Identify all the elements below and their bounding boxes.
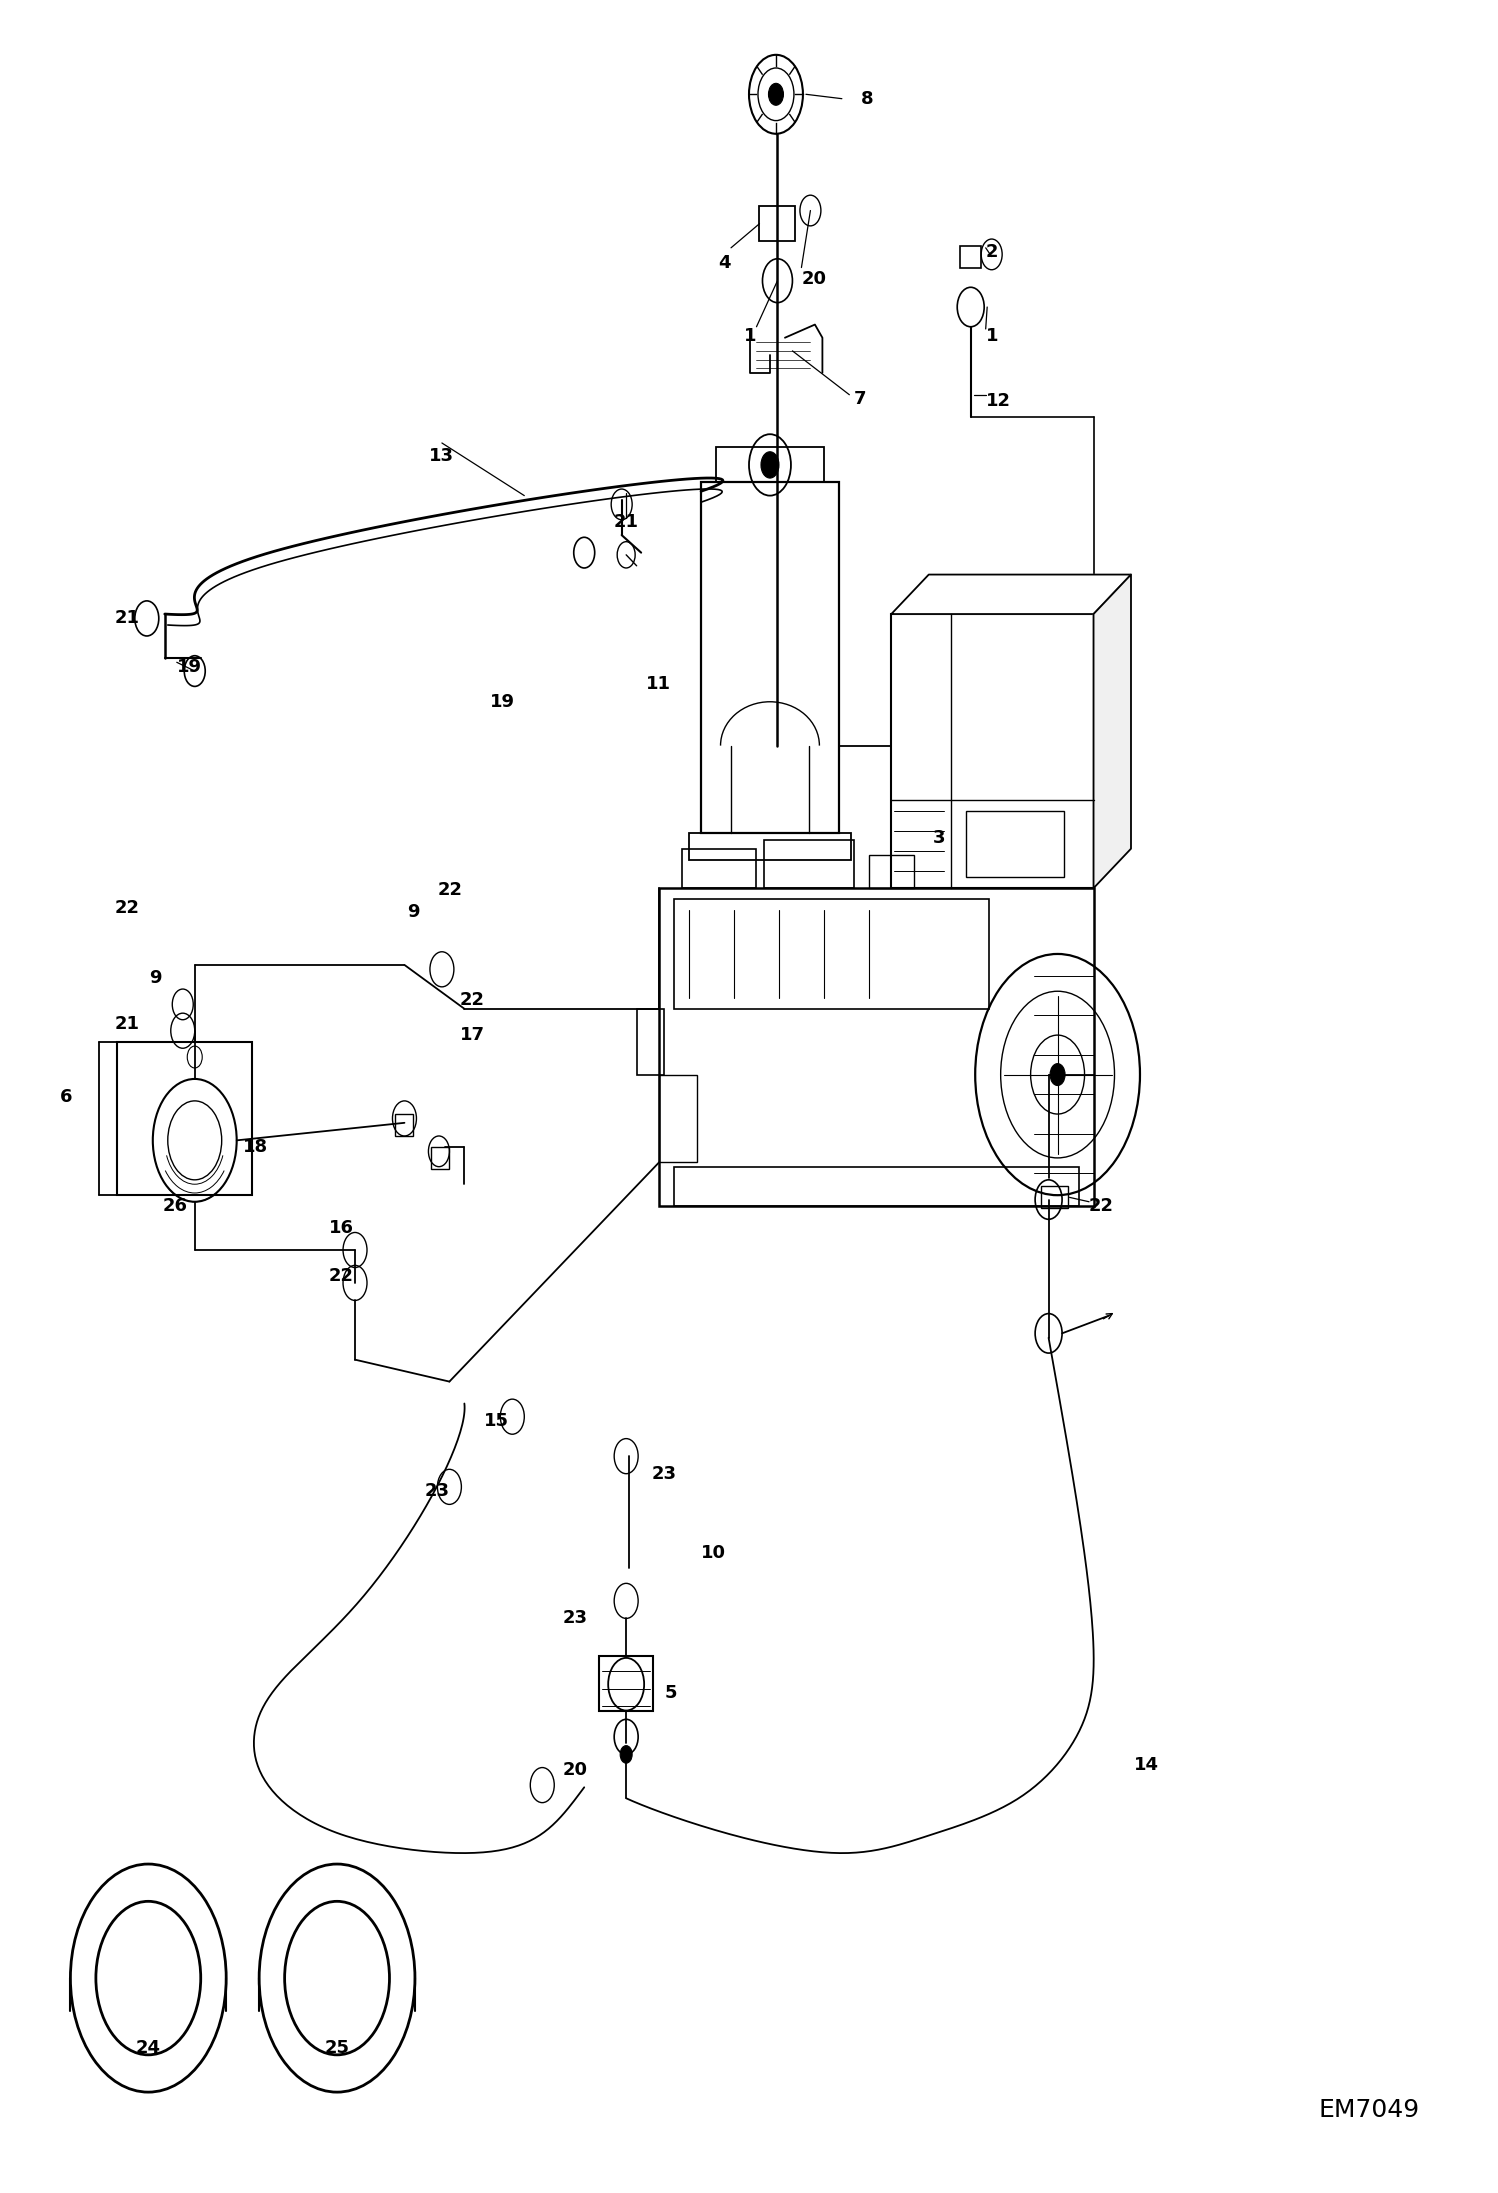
Circle shape <box>768 83 783 105</box>
Bar <box>689 833 851 860</box>
Polygon shape <box>1094 575 1131 888</box>
Bar <box>674 899 989 1009</box>
Bar <box>764 840 854 888</box>
Text: 23: 23 <box>652 1465 677 1482</box>
Bar <box>659 888 1094 1206</box>
Text: EM7049: EM7049 <box>1318 2099 1420 2121</box>
Bar <box>966 811 1064 877</box>
Text: 23: 23 <box>562 1610 587 1627</box>
Text: 14: 14 <box>1134 1757 1159 1774</box>
Polygon shape <box>891 575 1131 614</box>
Text: 1: 1 <box>745 327 756 344</box>
Text: 22: 22 <box>328 1268 354 1285</box>
Text: 9: 9 <box>150 969 162 987</box>
Text: 19: 19 <box>490 693 515 711</box>
Text: 4: 4 <box>719 254 731 272</box>
Text: 8: 8 <box>861 90 873 107</box>
Text: 1: 1 <box>986 327 998 344</box>
Text: 12: 12 <box>986 393 1011 410</box>
Text: 17: 17 <box>460 1026 485 1044</box>
Bar <box>637 1009 664 1075</box>
Text: 22: 22 <box>1089 1197 1115 1215</box>
Bar <box>659 1075 697 1162</box>
Bar <box>599 1656 653 1711</box>
Bar <box>759 206 795 241</box>
Text: 23: 23 <box>424 1482 449 1500</box>
Text: 5: 5 <box>665 1684 677 1702</box>
Bar <box>716 447 824 482</box>
Bar <box>674 1167 1079 1206</box>
Text: 15: 15 <box>484 1412 509 1430</box>
Circle shape <box>620 1746 632 1763</box>
Text: 20: 20 <box>562 1761 587 1779</box>
Text: 2: 2 <box>986 243 998 261</box>
Bar <box>431 1147 449 1169</box>
Text: 19: 19 <box>177 658 202 675</box>
Text: 20: 20 <box>801 270 827 287</box>
Text: 16: 16 <box>328 1219 354 1237</box>
Bar <box>1041 1186 1068 1208</box>
Text: 13: 13 <box>430 447 454 465</box>
Text: 22: 22 <box>114 899 139 917</box>
Bar <box>701 482 839 833</box>
Text: 22: 22 <box>460 991 485 1009</box>
Text: 9: 9 <box>407 904 419 921</box>
Text: 21: 21 <box>614 513 638 531</box>
Bar <box>117 1042 252 1195</box>
Bar <box>395 1114 413 1136</box>
Text: 21: 21 <box>114 610 139 627</box>
Bar <box>869 855 914 888</box>
Bar <box>960 246 981 268</box>
Text: 21: 21 <box>114 1015 139 1033</box>
Text: 7: 7 <box>854 390 866 408</box>
Text: 11: 11 <box>646 675 671 693</box>
Text: 18: 18 <box>243 1138 268 1156</box>
Bar <box>682 849 756 888</box>
Text: 22: 22 <box>437 882 463 899</box>
Text: 25: 25 <box>325 2039 349 2057</box>
Bar <box>891 614 1094 888</box>
Circle shape <box>1050 1064 1065 1086</box>
Circle shape <box>761 452 779 478</box>
Text: 26: 26 <box>163 1197 187 1215</box>
Text: 24: 24 <box>136 2039 160 2057</box>
Text: 6: 6 <box>60 1088 72 1105</box>
Text: 10: 10 <box>701 1544 727 1561</box>
Text: 3: 3 <box>933 829 945 846</box>
